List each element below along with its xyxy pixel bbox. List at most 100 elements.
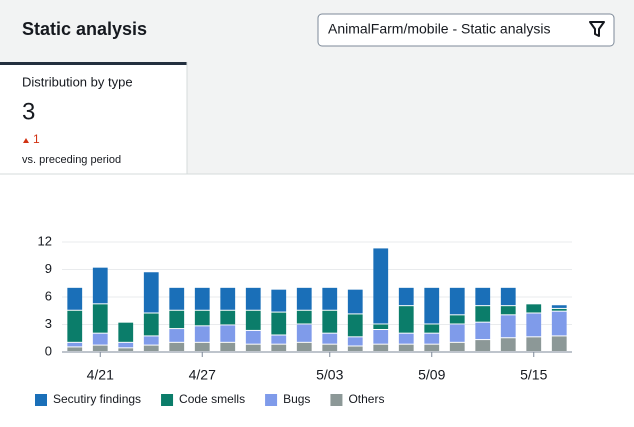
bar-segment: [373, 248, 389, 324]
bar-segment: [500, 338, 516, 351]
bar-segment: [322, 344, 338, 351]
legend-label: Others: [348, 392, 384, 406]
bar-segment: [322, 333, 338, 344]
bar-segment: [92, 333, 108, 345]
bar-segment: [424, 333, 440, 344]
legend-swatch: [35, 394, 47, 406]
bar-segment: [271, 344, 287, 351]
legend-label: Code smells: [179, 392, 245, 406]
bar-segment: [220, 287, 236, 310]
bar-segment: [118, 322, 134, 342]
bar-segment: [220, 342, 236, 351]
bar-segment: [475, 340, 491, 351]
card-delta: 1: [33, 132, 40, 146]
bar-segment: [424, 287, 440, 324]
bar-segment: [92, 267, 108, 304]
filter-dropdown[interactable]: [317, 13, 615, 47]
bar-segment: [500, 315, 516, 338]
bar-segment: [194, 326, 210, 342]
bar-segment: [194, 342, 210, 351]
bar-segment: [296, 324, 312, 342]
card-top-border: [0, 62, 187, 65]
bar-segment: [296, 310, 312, 324]
bar-segment: [500, 287, 516, 306]
bar-segment: [194, 310, 210, 326]
bar-segment: [92, 345, 108, 351]
bar-segment: [143, 313, 159, 336]
bar-segment: [220, 325, 236, 342]
bar-segment: [143, 336, 159, 345]
filter-icon[interactable]: [589, 21, 605, 37]
bar-segment: [347, 289, 363, 314]
filter-label: AnimalFarm/mobile - Static analysis: [328, 21, 551, 37]
bar-segment: [551, 308, 567, 311]
bar-segment: [526, 337, 542, 351]
bar-segment: [347, 314, 363, 337]
bar-segment: [143, 272, 159, 313]
bar-segment: [475, 306, 491, 322]
bar-segment: [449, 287, 465, 315]
bar-segment: [373, 344, 389, 351]
bar-segment: [118, 348, 134, 351]
bar-segment: [67, 310, 83, 342]
bar-segment: [296, 342, 312, 351]
bar-segment: [551, 336, 567, 351]
bar-segment: [500, 306, 516, 315]
bar-segment: [245, 344, 261, 351]
bar-segment: [271, 312, 287, 335]
bar-segment: [322, 287, 338, 310]
card-title: Distribution by type: [22, 74, 133, 89]
bar-segment: [67, 342, 83, 347]
bar-segment: [449, 324, 465, 342]
card-value: 3: [22, 98, 35, 125]
bar-segment: [194, 287, 210, 310]
header-title: Static analysis: [22, 19, 147, 39]
bar-segment: [271, 335, 287, 344]
bar-segment: [526, 304, 542, 313]
x-tick-label: 5/15: [520, 367, 547, 383]
bar-segment: [296, 287, 312, 310]
y-tick-label: 9: [45, 261, 52, 276]
bar-segment: [526, 313, 542, 337]
bar-segment: [169, 287, 185, 310]
bar-segment: [398, 306, 414, 333]
y-tick-label: 12: [38, 233, 52, 248]
bar-segment: [347, 346, 363, 351]
bar-segment: [271, 289, 287, 312]
y-tick-label: 6: [45, 288, 52, 303]
bar-segment: [373, 324, 389, 329]
bar-segment: [322, 310, 338, 333]
x-tick-label: 5/09: [418, 367, 445, 383]
bar-segment: [245, 310, 261, 330]
bar-segment: [143, 345, 159, 351]
card-caption: vs. preceding period: [22, 154, 121, 166]
bar-segment: [373, 330, 389, 344]
bar-segment: [398, 333, 414, 344]
bar-segment: [424, 344, 440, 351]
bar-segment: [169, 329, 185, 342]
bar-segment: [67, 287, 83, 310]
bar-segment: [220, 310, 236, 325]
bar-segment: [169, 342, 185, 351]
bar-segment: [245, 330, 261, 344]
x-tick-label: 4/27: [189, 367, 216, 383]
legend-swatch: [330, 394, 343, 406]
bar-segment: [475, 322, 491, 340]
legend-swatch: [265, 394, 278, 406]
x-tick-label: 4/21: [87, 367, 114, 383]
bar-segment: [92, 304, 108, 333]
bar-segment: [398, 287, 414, 306]
legend-label: Secutiry findings: [53, 392, 141, 406]
bar-segment: [449, 315, 465, 324]
x-tick-label: 5/03: [316, 367, 343, 383]
y-tick-label: 3: [45, 316, 52, 331]
bar-segment: [551, 305, 567, 308]
delta-arrow: [23, 138, 29, 143]
y-tick-label: 0: [45, 343, 52, 358]
bar-segment: [347, 337, 363, 346]
bar-segment: [551, 311, 567, 336]
legend-swatch: [161, 394, 174, 406]
bar-segment: [169, 310, 185, 329]
summary-card[interactable]: [0, 62, 187, 174]
